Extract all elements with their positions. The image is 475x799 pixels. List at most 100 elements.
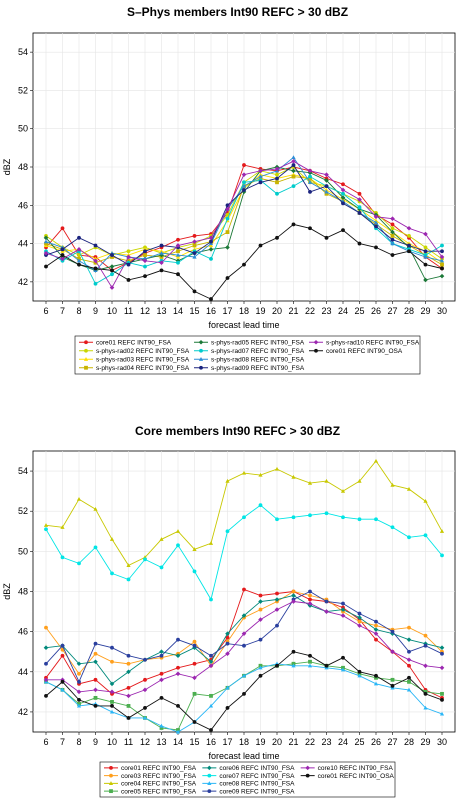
data-point — [60, 256, 65, 262]
legend-label: s-phys-rad08 REFC INT90_FSA — [211, 357, 305, 364]
data-point — [313, 339, 319, 345]
data-point — [258, 472, 263, 477]
x-tick-label: 19 — [255, 306, 265, 316]
data-point — [291, 184, 296, 189]
data-point — [423, 633, 428, 638]
data-point — [108, 781, 114, 785]
data-point — [341, 601, 345, 606]
data-point — [110, 645, 114, 650]
data-point — [93, 695, 98, 700]
data-point — [406, 657, 412, 663]
data-point — [77, 253, 81, 257]
data-point — [209, 239, 213, 244]
data-point — [192, 251, 197, 256]
data-point — [159, 723, 164, 728]
data-point — [159, 565, 164, 570]
data-point — [44, 527, 48, 532]
data-point — [76, 258, 82, 263]
x-tick-label: 30 — [437, 737, 447, 747]
data-point — [374, 222, 378, 227]
legend: core01 REFC INT90_FSA core06 REFC INT90_F… — [99, 761, 396, 798]
x-tick-label: 22 — [305, 737, 315, 747]
data-point — [143, 274, 147, 279]
data-point — [258, 503, 263, 508]
data-point — [423, 498, 428, 503]
data-point — [93, 507, 98, 511]
data-point — [209, 653, 213, 658]
data-point — [423, 705, 428, 710]
data-point — [390, 229, 395, 235]
data-point — [324, 663, 329, 668]
data-point — [439, 529, 445, 533]
legend-label: core09 REFC INT90_FSA — [219, 788, 295, 795]
data-point — [373, 218, 379, 223]
x-tick-label: 21 — [288, 737, 298, 747]
data-point — [357, 205, 362, 210]
data-point — [208, 243, 214, 248]
data-point — [93, 281, 98, 286]
data-point — [357, 615, 362, 620]
data-point — [275, 172, 279, 177]
data-point — [258, 593, 263, 598]
data-point — [390, 525, 395, 530]
x-tick-label: 7 — [60, 306, 65, 316]
data-point — [291, 168, 296, 174]
data-point — [192, 254, 197, 259]
data-point — [175, 243, 181, 248]
data-point — [176, 637, 180, 642]
data-point — [357, 669, 362, 674]
data-point — [407, 649, 411, 654]
data-point — [305, 773, 310, 778]
data-point — [258, 637, 263, 642]
data-point — [159, 243, 164, 248]
data-point — [192, 720, 197, 724]
data-point — [225, 635, 230, 640]
data-point — [126, 254, 131, 260]
x-tick-label: 13 — [156, 306, 166, 316]
data-point — [390, 241, 395, 246]
x-tick-label: 11 — [124, 306, 133, 316]
data-point — [423, 231, 428, 237]
data-point — [159, 653, 164, 658]
data-point — [340, 613, 346, 618]
data-point — [357, 211, 362, 215]
data-point — [109, 537, 115, 541]
data-point — [208, 247, 214, 252]
data-point — [440, 691, 444, 696]
series-s-phys-rad10-refc-int90-fsa — [43, 158, 445, 290]
data-point — [242, 180, 246, 185]
data-point — [423, 689, 428, 694]
data-point — [76, 496, 82, 501]
data-point — [208, 235, 214, 241]
data-point — [110, 272, 114, 277]
data-point — [440, 553, 444, 558]
data-point — [341, 182, 345, 187]
y-tick-label: 50 — [18, 124, 28, 134]
data-point — [126, 685, 131, 690]
data-point — [207, 773, 212, 778]
data-point — [126, 262, 131, 267]
data-point — [308, 593, 312, 598]
legend-label: core04 REFC INT90_FSA — [121, 781, 197, 788]
data-point — [159, 250, 164, 255]
x-tick-label: 29 — [420, 306, 430, 316]
data-point — [143, 264, 147, 269]
data-point — [440, 249, 444, 254]
data-point — [225, 276, 230, 280]
x-axis-label: forecast lead time — [208, 751, 279, 761]
data-point — [93, 659, 98, 665]
y-tick-label: 54 — [18, 466, 28, 476]
data-point — [291, 599, 296, 604]
x-axis-label: forecast lead time — [208, 320, 279, 330]
data-point — [324, 189, 329, 194]
data-point — [225, 245, 230, 250]
data-point — [225, 651, 230, 657]
data-point — [60, 247, 65, 252]
legend-label: core01 REFC INT90_OSA — [318, 773, 395, 780]
data-point — [209, 297, 213, 301]
data-point — [291, 155, 296, 160]
data-point — [225, 206, 230, 212]
data-point — [423, 254, 428, 259]
data-point — [373, 631, 379, 636]
